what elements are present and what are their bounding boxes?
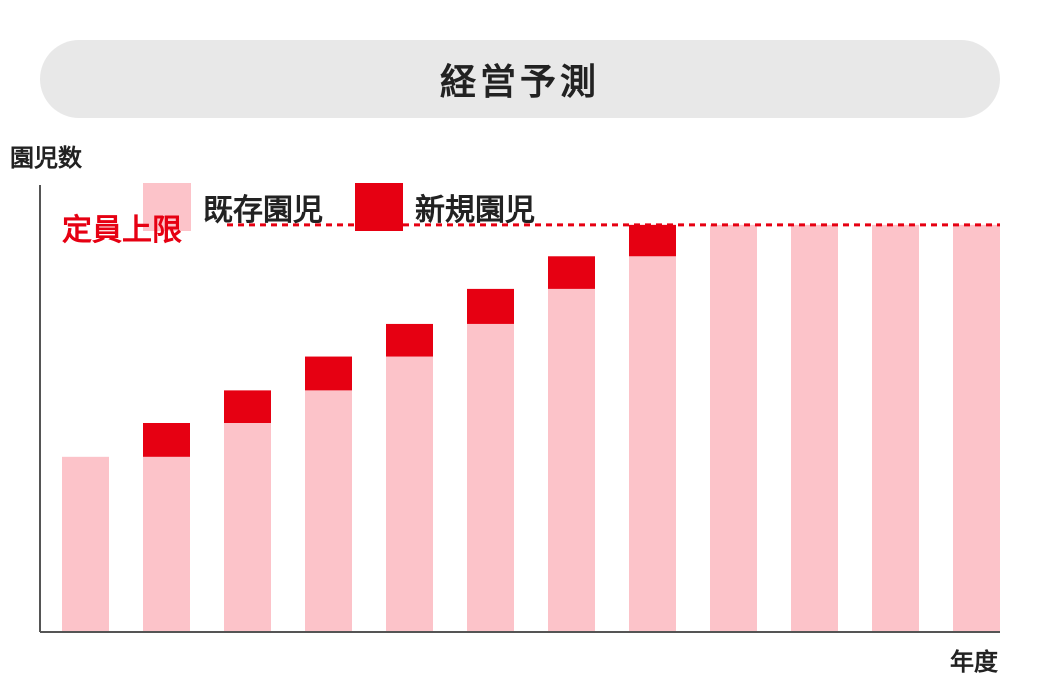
bar-new-segment [224,390,271,423]
chart-title: 経営予測 [439,62,600,103]
bar-new-segment [305,356,352,391]
bars-layer [62,224,1000,633]
chart-title-banner: 経営予測 [40,40,1000,118]
bar-existing-segment [953,224,1000,633]
legend: 既存園児 新規園児 [143,183,567,231]
legend-item-new: 新規園児 [355,183,535,231]
x-axis-label: 年度 [950,648,998,676]
bar-existing-segment [791,224,838,633]
bar-new-segment [629,224,676,257]
bar-existing-segment [224,422,271,632]
bar-existing-segment [710,224,757,633]
y-axis-label: 園児数 [10,144,82,172]
legend-label-new: 新規園児 [415,193,535,228]
capacity-label: 定員上限 [62,212,182,248]
bar-existing-segment [143,456,190,632]
legend-item-existing: 既存園児 [143,183,323,231]
legend-swatch-existing [143,183,191,231]
bar-new-segment [386,323,433,357]
bar-existing-segment [386,356,433,632]
legend-label-existing: 既存園児 [203,193,323,228]
legend-swatch-new [355,183,403,231]
bar-existing-segment [305,390,352,632]
bar-existing-segment [872,224,919,633]
bar-existing-segment [62,456,109,632]
bar-existing-segment [548,288,595,632]
bar-new-segment [548,256,595,289]
bar-new-segment [143,422,190,457]
bar-new-segment [467,288,514,324]
bar-existing-segment [629,256,676,632]
bar-existing-segment [467,323,514,632]
